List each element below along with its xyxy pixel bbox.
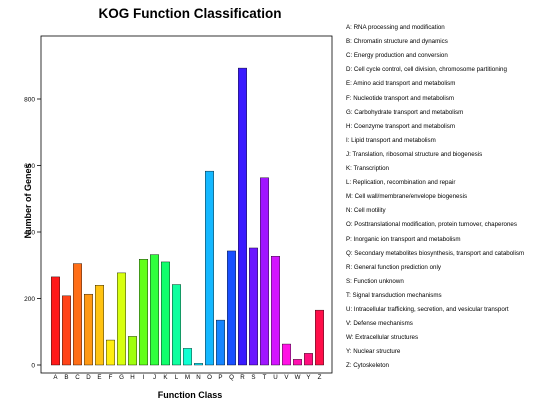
bar-W (293, 359, 302, 366)
x-tick-label: N (196, 374, 200, 381)
legend-item: T: Signal transduction mechanisms (346, 291, 442, 299)
legend-item: Q: Secondary metabolites biosynthesis, t… (346, 249, 525, 257)
plot-frame (40, 35, 333, 374)
x-tick-label: U (273, 374, 277, 381)
legend-item: L: Replication, recombination and repair (346, 179, 456, 187)
bar-J (150, 254, 159, 366)
x-tick-label: Q (229, 374, 234, 381)
bar-A (51, 276, 60, 366)
x-tick-label: E (97, 374, 101, 381)
legend-item: U: Intracellular trafficking, secretion,… (346, 306, 509, 313)
legend-item: G: Carbohydrate transport and metabolism (346, 108, 464, 116)
x-tick-label: J (153, 374, 156, 381)
bar-U (271, 256, 280, 366)
legend-item: E: Amino acid transport and metabolism (346, 80, 456, 88)
x-tick-label: C (75, 374, 80, 381)
x-tick-label: G (119, 374, 124, 381)
bar-P (216, 319, 225, 366)
x-tick-label: Y (306, 374, 310, 381)
x-tick-label: A (53, 374, 58, 381)
bar-O (205, 170, 214, 366)
x-tick-label: W (295, 374, 301, 381)
legend-item: P: Inorganic ion transport and metabolis… (346, 235, 461, 243)
legend-item: C: Energy production and conversion (346, 52, 448, 60)
bar-C (73, 263, 82, 366)
bar-G (117, 272, 126, 366)
x-tick-label: B (64, 374, 68, 381)
bar-T (260, 177, 269, 366)
bar-S (249, 247, 258, 366)
bar-V (282, 343, 291, 366)
x-tick-label: L (175, 374, 179, 381)
y-tick-label: 400 (24, 230, 35, 237)
x-tick-label: I (143, 374, 145, 381)
x-tick-label: P (218, 374, 222, 381)
bar-K (161, 261, 170, 366)
legend-item: N: Cell motility (346, 207, 386, 215)
legend-item: F: Nucleotide transport and metabolism (346, 94, 454, 102)
legend-item: Y: Nuclear structure (346, 348, 401, 356)
legend-item: V: Defense mechanisms (346, 320, 413, 328)
legend-item: W: Extracellular structures (346, 334, 419, 342)
legend-item: H: Coenzyme transport and metabolism (346, 122, 456, 130)
bar-F (106, 339, 115, 366)
y-tick-label: 600 (24, 163, 35, 170)
x-tick-label: D (86, 374, 91, 381)
y-tick-label: 200 (24, 296, 35, 303)
legend-item: K: Transcription (346, 165, 389, 172)
bar-Y (304, 353, 313, 366)
legend-item: J: Translation, ribosomal structure and … (346, 150, 483, 158)
x-tick-label: O (207, 374, 212, 381)
x-tick-label: Z (318, 374, 322, 381)
x-tick-label: S (251, 374, 255, 381)
legend-item: A: RNA processing and modification (346, 24, 445, 31)
legend-item: O: Posttranslational modification, prote… (346, 221, 517, 229)
bar-B (62, 295, 71, 366)
bar-R (238, 67, 247, 366)
legend-item: R: General function prediction only (346, 263, 441, 271)
x-tick-label: F (109, 374, 113, 381)
x-tick-label: M (185, 374, 190, 381)
legend-item: D: Cell cycle control, cell division, ch… (346, 66, 507, 74)
bar-E (95, 285, 104, 366)
legend-item: Z: Cytoskeleton (346, 362, 389, 370)
x-tick-label: R (240, 374, 245, 381)
legend-item: I: Lipid transport and metabolism (346, 136, 436, 144)
chart-title: KOG Function Classification (98, 6, 282, 21)
bar-I (139, 259, 148, 366)
y-tick-label: 0 (31, 363, 35, 370)
x-axis-label: Function Class (157, 390, 223, 400)
bar-H (128, 336, 137, 366)
bar-Z (315, 309, 324, 366)
bar-Q (227, 250, 236, 366)
x-tick-label: H (130, 374, 134, 381)
y-tick-label: 800 (24, 97, 35, 104)
x-tick-label: K (163, 374, 168, 381)
x-tick-label: T (263, 374, 267, 381)
bar-M (183, 348, 192, 366)
legend-item: S: Function unknown (346, 277, 404, 285)
bar-L (172, 284, 181, 366)
bar-N (194, 363, 203, 366)
legend-item: B: Chromatin structure and dynamics (346, 38, 448, 46)
x-tick-label: V (284, 374, 289, 381)
legend-item: M: Cell wall/membrane/envelope biogenesi… (346, 193, 468, 201)
bar-D (84, 293, 93, 366)
